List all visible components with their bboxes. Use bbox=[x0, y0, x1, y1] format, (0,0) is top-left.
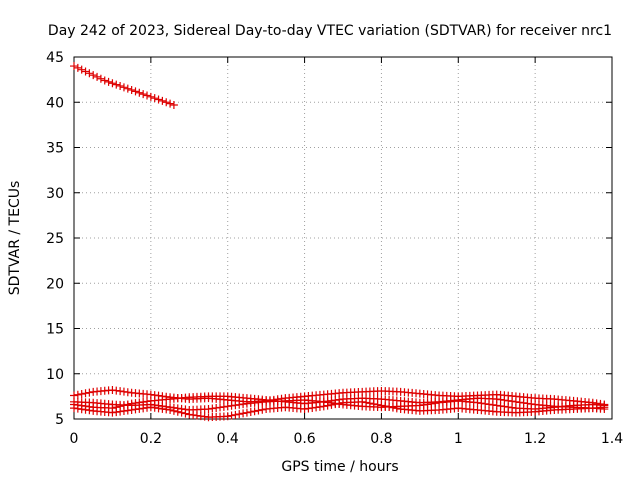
data-point bbox=[258, 405, 267, 414]
data-point bbox=[77, 65, 86, 74]
data-point bbox=[242, 408, 251, 417]
x-tick-label: 0 bbox=[70, 431, 79, 447]
y-tick-label: 10 bbox=[46, 367, 64, 383]
data-point bbox=[600, 405, 609, 414]
data-point bbox=[96, 74, 105, 83]
x-tick-label: 0.8 bbox=[370, 431, 392, 447]
y-tick-label: 20 bbox=[46, 276, 64, 292]
chart-title: Day 242 of 2023, Sidereal Day-to-day VTE… bbox=[48, 23, 612, 39]
grid bbox=[74, 57, 612, 419]
y-tick-label: 40 bbox=[46, 95, 64, 111]
data-point bbox=[158, 96, 167, 105]
data-point bbox=[250, 407, 259, 416]
data-point bbox=[81, 67, 90, 76]
x-tick-label: 0.4 bbox=[217, 431, 239, 447]
series-layer bbox=[70, 62, 609, 422]
data-point bbox=[377, 401, 386, 410]
data-point bbox=[235, 410, 244, 419]
x-tick-label: 0.6 bbox=[293, 431, 315, 447]
data-point bbox=[146, 92, 155, 101]
data-point bbox=[323, 401, 332, 410]
data-point bbox=[104, 77, 113, 86]
x-axis-label: GPS time / hours bbox=[281, 459, 398, 475]
data-point bbox=[162, 98, 171, 107]
data-point bbox=[139, 90, 148, 99]
x-tick-labels: 0 0.2 0.4 0.6 0.8 1 1.2 1.4 bbox=[70, 431, 624, 447]
data-point bbox=[81, 389, 90, 398]
data-point bbox=[231, 410, 240, 419]
data-point bbox=[169, 100, 178, 109]
data-point bbox=[93, 72, 102, 81]
y-tick-label: 30 bbox=[46, 186, 64, 202]
data-point bbox=[169, 406, 178, 415]
y-tick-label: 5 bbox=[55, 412, 64, 428]
data-point bbox=[85, 388, 94, 397]
data-point bbox=[150, 94, 159, 103]
data-point bbox=[227, 411, 236, 420]
y-tick-labels: 5 10 15 20 25 30 35 40 45 bbox=[46, 50, 64, 428]
data-point bbox=[127, 86, 136, 95]
data-point bbox=[254, 406, 263, 415]
y-axis-label: SDTVAR / TECUs bbox=[7, 181, 23, 296]
data-point bbox=[181, 409, 190, 418]
data-point bbox=[381, 402, 390, 411]
data-point bbox=[89, 71, 98, 80]
data-point bbox=[335, 399, 344, 408]
data-point bbox=[77, 390, 86, 399]
data-point bbox=[112, 80, 121, 89]
data-point bbox=[166, 405, 175, 414]
data-point bbox=[108, 79, 117, 88]
data-point bbox=[385, 402, 394, 411]
data-point bbox=[166, 99, 175, 108]
x-tick-label: 1 bbox=[454, 431, 463, 447]
data-point bbox=[116, 81, 125, 90]
x-tick-label: 1.2 bbox=[524, 431, 546, 447]
data-point bbox=[119, 83, 128, 92]
data-point bbox=[392, 404, 401, 413]
data-point bbox=[123, 84, 132, 93]
data-point bbox=[358, 397, 367, 406]
data-point bbox=[73, 63, 82, 72]
series-track-5 bbox=[70, 397, 609, 422]
data-point bbox=[373, 400, 382, 409]
x-tick-label: 0.2 bbox=[140, 431, 162, 447]
data-point bbox=[135, 88, 144, 97]
data-point bbox=[70, 62, 78, 71]
data-point bbox=[73, 390, 82, 399]
data-point bbox=[365, 399, 374, 408]
data-point bbox=[143, 91, 152, 100]
data-point bbox=[223, 412, 232, 421]
data-point bbox=[331, 400, 340, 409]
x-tick-label: 1.4 bbox=[601, 431, 623, 447]
data-point bbox=[154, 95, 163, 104]
data-point bbox=[369, 399, 378, 408]
data-point bbox=[177, 408, 186, 417]
data-point bbox=[131, 87, 140, 96]
y-tick-label: 25 bbox=[46, 231, 64, 247]
data-point bbox=[100, 76, 109, 85]
y-tick-label: 15 bbox=[46, 322, 64, 338]
data-point bbox=[388, 403, 397, 412]
y-tick-label: 45 bbox=[46, 50, 64, 66]
series-track-4 bbox=[70, 395, 609, 414]
data-point bbox=[173, 407, 182, 416]
data-point bbox=[319, 402, 328, 411]
data-point bbox=[362, 398, 371, 407]
data-point bbox=[327, 400, 336, 409]
y-tick-label: 35 bbox=[46, 141, 64, 157]
data-point bbox=[239, 409, 248, 418]
data-point bbox=[85, 69, 94, 78]
series-track-1 bbox=[70, 62, 178, 109]
data-point bbox=[246, 407, 255, 416]
